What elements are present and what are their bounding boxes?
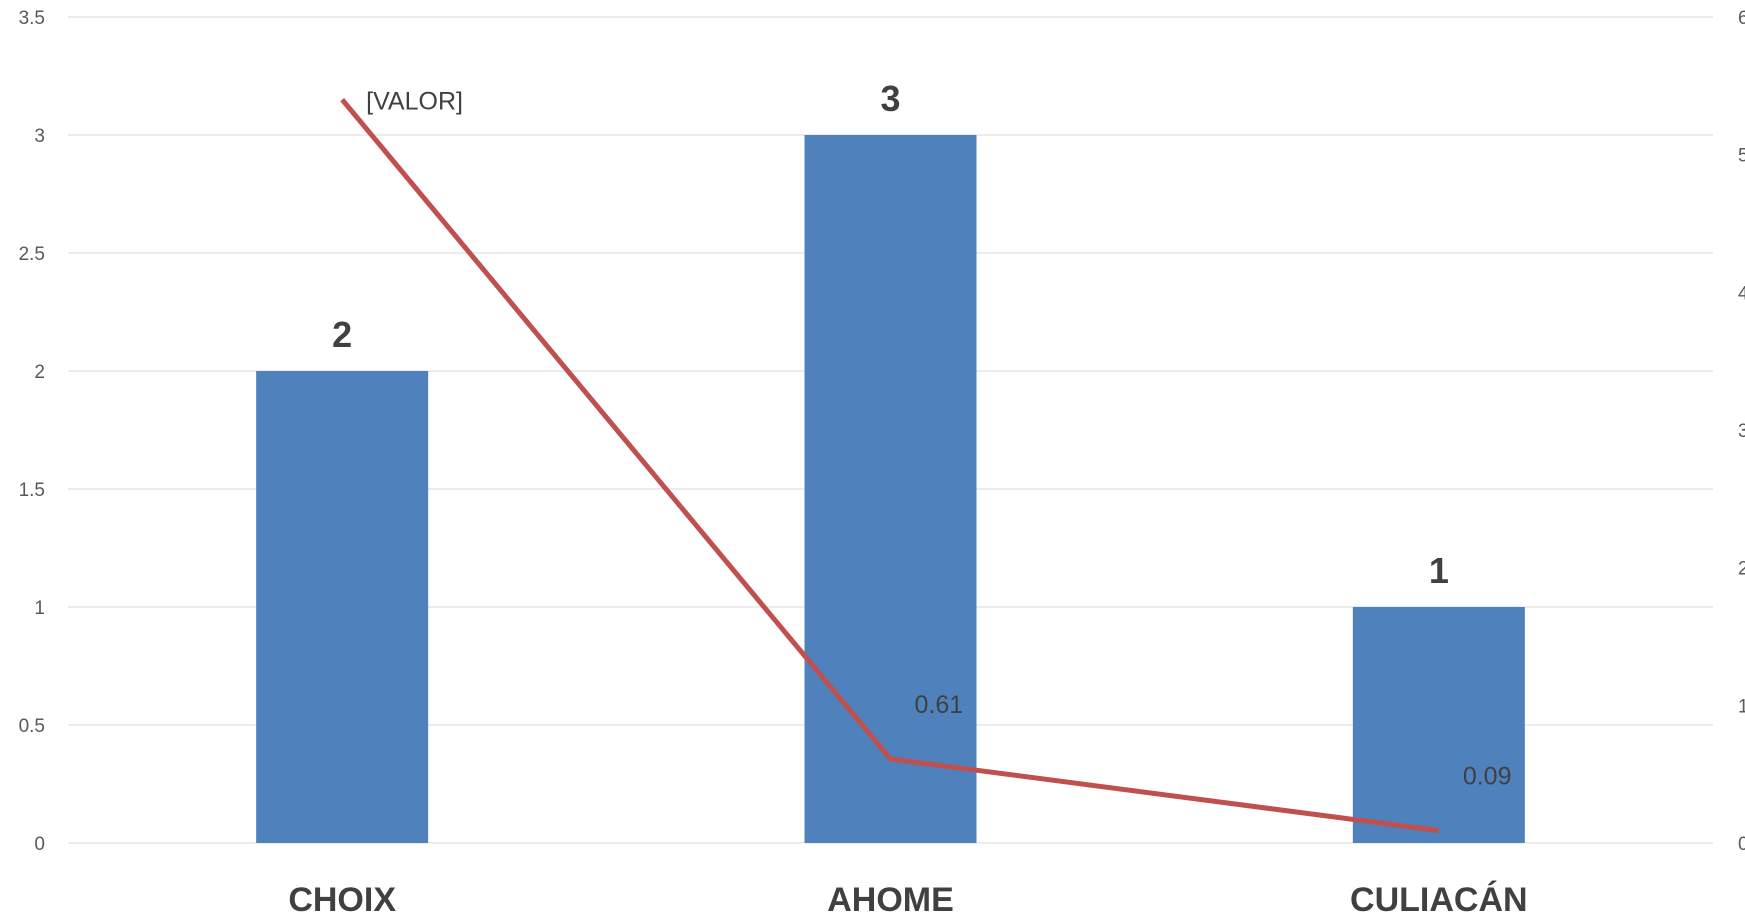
y-tick-label: 0.5 [19, 716, 45, 737]
bar-data-label: 3 [880, 78, 900, 119]
x-category-label: AHOME [827, 881, 954, 917]
y-right-tick-label: 3 [1738, 421, 1745, 442]
y-tick-label: 1 [34, 598, 45, 619]
bar [804, 135, 977, 843]
y-right-tick-label: 5 [1738, 146, 1745, 167]
y-right-tick-label: 2 [1738, 559, 1745, 580]
y-right-tick-label: 6 [1738, 8, 1745, 29]
y-tick-label: 1.5 [19, 480, 45, 501]
y-right-tick-label: 0 [1738, 834, 1745, 855]
data-labels: 2 3 1 [VALOR] 0.61 0.09 [332, 78, 1511, 791]
y-tick-label: 0 [34, 834, 45, 855]
x-category-label: CHOIX [288, 881, 396, 917]
y-right-tick-label: 4 [1738, 283, 1745, 304]
left-axis-ticks: 0 0.5 1 1.5 2 2.5 3 3.5 [19, 8, 45, 855]
category-axis-labels: CHOIX AHOME CULIACÁN [288, 881, 1527, 917]
bar-series [256, 135, 1525, 843]
bar [256, 371, 429, 843]
y-tick-label: 3 [34, 126, 45, 147]
bar-data-label: 2 [332, 314, 352, 355]
line-data-label: 0.61 [915, 691, 964, 719]
y-right-tick-label: 1 [1738, 696, 1745, 717]
y-tick-label: 2.5 [19, 244, 45, 265]
y-tick-label: 3.5 [19, 8, 45, 29]
bar-data-label: 1 [1429, 550, 1449, 591]
line-series [340, 98, 1440, 834]
right-axis-ticks: 0 1 2 3 4 5 6 [1738, 8, 1745, 855]
line-data-label: 0.09 [1463, 763, 1512, 791]
line-series-path [340, 98, 1440, 834]
x-category-label: CULIACÁN [1350, 881, 1528, 917]
bar [1352, 607, 1525, 843]
y-tick-label: 2 [34, 362, 45, 383]
line-data-label: [VALOR] [366, 88, 463, 116]
